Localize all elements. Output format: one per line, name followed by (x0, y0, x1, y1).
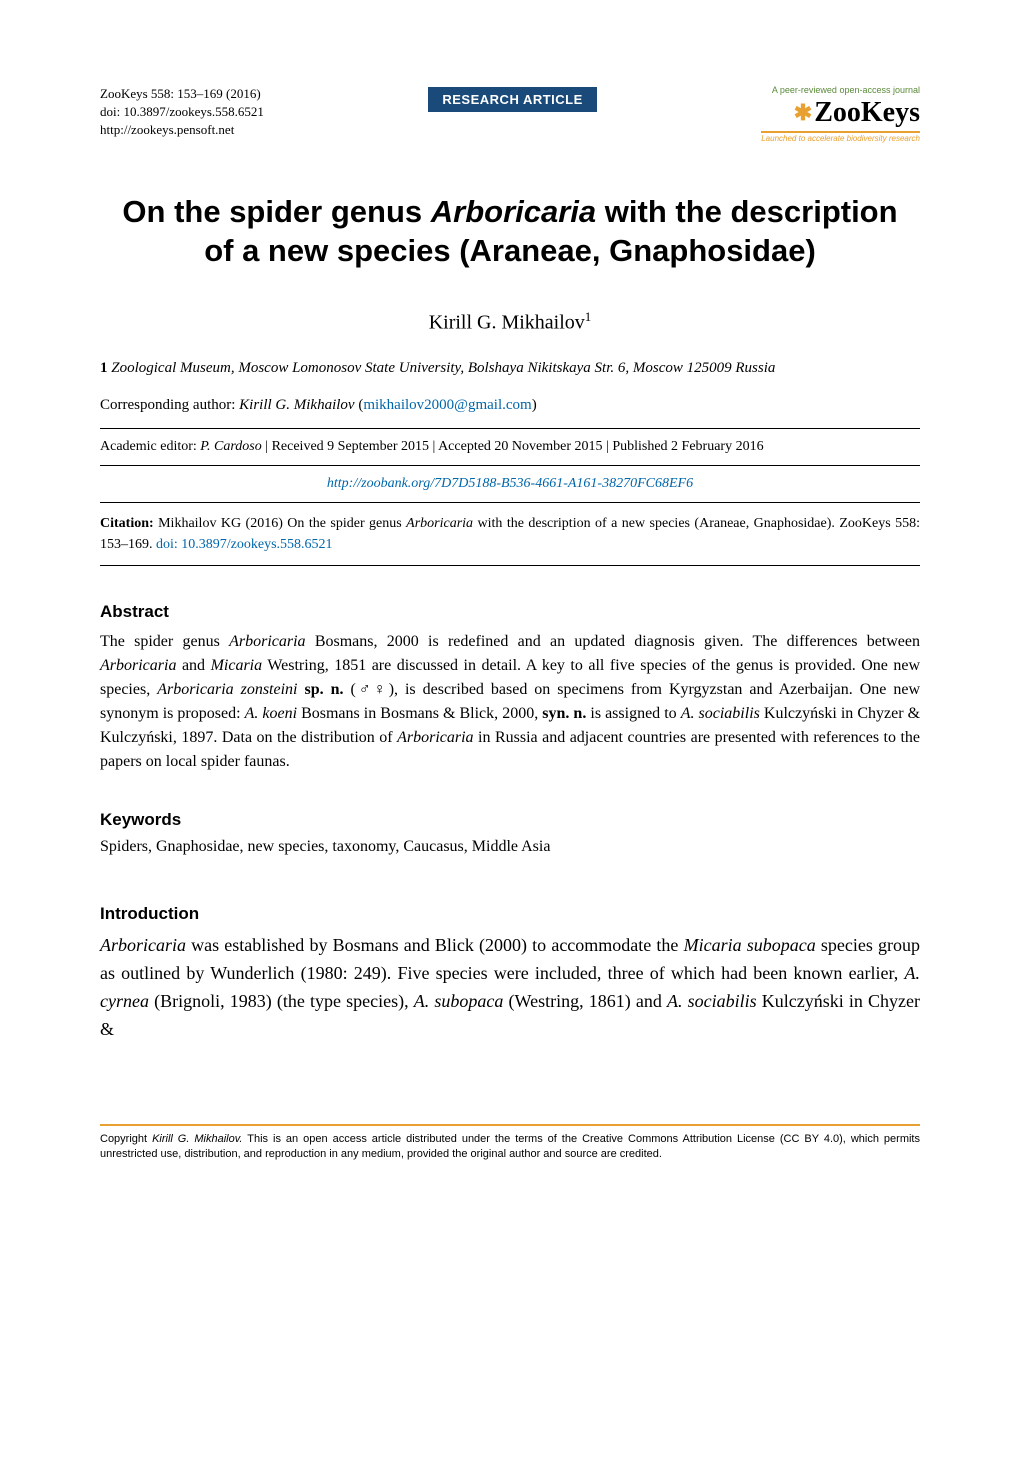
received: Received 9 September 2015 (272, 439, 429, 454)
logo-tagline: Launched to accelerate biodiversity rese… (761, 134, 920, 143)
journal-logo: A peer-reviewed open-access journal ✱ Zo… (761, 85, 920, 143)
zoobank-line: http://zoobank.org/7D7D5188-B536-4661-A1… (100, 466, 920, 502)
citation-pre: Mikhailov KG (2016) On the spider genus (154, 516, 407, 531)
title-post: with the description (596, 194, 897, 229)
citation-label: Citation: (100, 516, 154, 531)
citation-italic1: Arboricaria (406, 516, 473, 531)
doi-line: doi: 10.3897/zookeys.558.6521 (100, 103, 264, 121)
journal-url-link[interactable]: http://zookeys.pensoft.net (100, 122, 234, 137)
corresponding-email-link[interactable]: mikhailov2000@gmail.com (363, 397, 531, 413)
footer-rule (100, 1124, 920, 1126)
zoobank-link[interactable]: http://zoobank.org/7D7D5188-B536-4661-A1… (327, 476, 693, 491)
copyright-name: Kirill G. Mikhailov. (152, 1133, 242, 1145)
published: Published 2 February 2016 (612, 439, 763, 454)
rule-4 (100, 565, 920, 566)
citation-block: Citation: Mikhailov KG (2016) On the spi… (100, 503, 920, 565)
footer-text: Copyright Kirill G. Mikhailov. This is a… (100, 1132, 920, 1163)
article-type-badge: RESEARCH ARTICLE (428, 87, 596, 112)
affiliation: 1 Zoological Museum, Moscow Lomonosov St… (100, 358, 920, 379)
abstract-body: The spider genus Arboricaria Bosmans, 20… (100, 630, 920, 774)
keywords-text: Spiders, Gnaphosidae, new species, taxon… (100, 838, 920, 856)
footer: Copyright Kirill G. Mikhailov. This is a… (100, 1124, 920, 1163)
sep1: | (262, 439, 272, 454)
bug-icon: ✱ (794, 100, 812, 126)
title-line2: of a new species (Araneae, Gnaphosidae) (204, 233, 816, 268)
author-name: Kirill G. Mikhailov (429, 311, 585, 333)
logo-text: ZooKeys (814, 97, 920, 129)
logo-underline (761, 131, 920, 133)
editor-name: P. Cardoso (200, 439, 261, 454)
journal-meta: ZooKeys 558: 153–169 (2016) doi: 10.3897… (100, 85, 264, 140)
accepted: Accepted 20 November 2015 (438, 439, 602, 454)
header-row: ZooKeys 558: 153–169 (2016) doi: 10.3897… (100, 85, 920, 143)
editorial-line: Academic editor: P. Cardoso | Received 9… (100, 429, 920, 465)
title-pre: On the spider genus (122, 194, 430, 229)
citation-doi-link[interactable]: doi: 10.3897/zookeys.558.6521 (156, 537, 333, 552)
logo-main: ✱ ZooKeys (761, 97, 920, 129)
sep2: | (429, 439, 438, 454)
journal-line: ZooKeys 558: 153–169 (2016) (100, 85, 264, 103)
author-sup: 1 (585, 309, 592, 324)
sep3: | (603, 439, 613, 454)
affiliation-text: Zoological Museum, Moscow Lomonosov Stat… (108, 360, 776, 376)
affiliation-num: 1 (100, 360, 108, 376)
introduction-body: Arboricaria was established by Bosmans a… (100, 932, 920, 1044)
title-genus: Arboricaria (431, 194, 596, 229)
corresponding-author: Corresponding author: Kirill G. Mikhailo… (100, 397, 920, 414)
corresponding-name: Kirill G. Mikhailov (239, 397, 354, 413)
editor-label: Academic editor: (100, 439, 200, 454)
author-line: Kirill G. Mikhailov1 (100, 309, 920, 335)
logo-top-line: A peer-reviewed open-access journal (761, 85, 920, 95)
copyright-label: Copyright (100, 1133, 152, 1145)
corresponding-label: Corresponding author: (100, 397, 239, 413)
introduction-heading: Introduction (100, 904, 920, 924)
keywords-heading: Keywords (100, 810, 920, 830)
abstract-heading: Abstract (100, 602, 920, 622)
article-title: On the spider genus Arboricaria with the… (100, 193, 920, 271)
